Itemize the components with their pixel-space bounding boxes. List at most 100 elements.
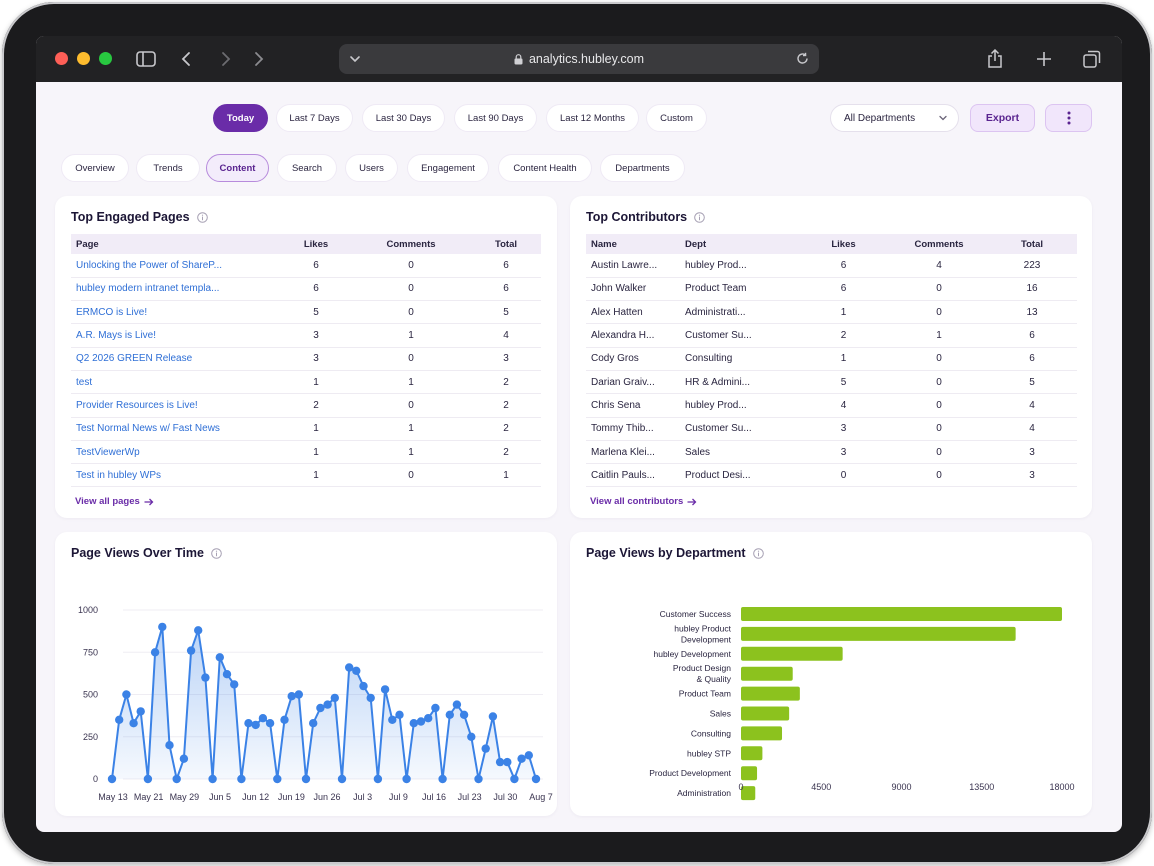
category-label: Sales <box>710 709 731 719</box>
data-point <box>345 663 354 672</box>
table-cell: 0 <box>351 254 471 278</box>
data-point <box>122 690 131 699</box>
category-label: hubley STP <box>687 748 731 758</box>
info-icon[interactable] <box>211 547 222 559</box>
tab-engagement[interactable]: Engagement <box>407 154 489 182</box>
view-all-pages-link[interactable]: View all pages <box>75 496 154 507</box>
table-cell: 4 <box>987 393 1077 418</box>
table-cell: 3 <box>796 417 891 441</box>
x-tick-label: Jun 26 <box>313 792 340 802</box>
table-cell: 1 <box>351 440 471 465</box>
tab-trends[interactable]: Trends <box>136 154 200 182</box>
bar <box>741 746 763 761</box>
reload-icon[interactable] <box>796 52 809 65</box>
department-select[interactable]: All Departments <box>830 104 959 132</box>
page-link[interactable]: A.R. Mays is Live! <box>71 323 281 348</box>
table-row[interactable]: Cody Gros Consulting 1 0 6 <box>586 347 1077 371</box>
page-link[interactable]: Q2 2026 GREEN Release <box>71 347 281 371</box>
tab-search[interactable]: Search <box>277 154 337 182</box>
table-cell: 0 <box>351 300 471 325</box>
page-link[interactable]: TestViewerWp <box>71 440 281 465</box>
minimize-window-button[interactable] <box>77 52 90 65</box>
more-options-button[interactable] <box>1045 104 1092 132</box>
page-link[interactable]: hubley modern intranet templa... <box>71 277 281 302</box>
table-row[interactable]: Alexandra H... Customer Su... 2 1 6 <box>586 323 1077 348</box>
forward-icon[interactable] <box>218 48 234 70</box>
table-row[interactable]: Q2 2026 GREEN Release 3 0 3 <box>71 347 541 371</box>
date-range-pill[interactable]: Last 12 Months <box>546 104 639 132</box>
x-tick-label: Jul 30 <box>493 792 517 802</box>
table-row[interactable]: hubley modern intranet templa... 6 0 6 <box>71 277 541 302</box>
tab-overview-icon[interactable] <box>1082 48 1102 70</box>
table-row[interactable]: ERMCO is Live! 5 0 5 <box>71 300 541 325</box>
date-range-pill[interactable]: Last 90 Days <box>454 104 537 132</box>
page-link[interactable]: test <box>71 370 281 395</box>
column-header[interactable]: Total <box>987 234 1077 254</box>
column-header[interactable]: Page <box>71 234 281 254</box>
date-range-pill[interactable]: Custom <box>646 104 707 132</box>
bar <box>741 766 758 781</box>
export-button[interactable]: Export <box>970 104 1035 132</box>
table-row[interactable]: Test in hubley WPs 1 0 1 <box>71 463 541 488</box>
date-range-pill[interactable]: Last 30 Days <box>362 104 445 132</box>
data-point <box>222 670 232 679</box>
table-cell: Customer Su... <box>680 323 796 348</box>
table-cell: 1 <box>281 417 351 441</box>
view-all-contributors-link[interactable]: View all contributors <box>590 496 697 507</box>
table-row[interactable]: Austin Lawre... hubley Prod... 6 4 223 <box>586 254 1077 278</box>
bar <box>741 686 800 701</box>
column-header[interactable]: Name <box>586 234 680 254</box>
forward-alt-icon[interactable] <box>251 48 267 70</box>
table-row[interactable]: A.R. Mays is Live! 3 1 4 <box>71 323 541 348</box>
back-icon[interactable] <box>178 48 194 70</box>
tab-overview[interactable]: Overview <box>61 154 129 182</box>
info-icon[interactable] <box>694 211 705 223</box>
table-row[interactable]: Unlocking the Power of ShareP... 6 0 6 <box>71 254 541 278</box>
table-row[interactable]: Provider Resources is Live! 2 0 2 <box>71 393 541 418</box>
table-row[interactable]: Alex Hatten Administrati... 1 0 13 <box>586 300 1077 325</box>
table-cell: Austin Lawre... <box>586 254 680 278</box>
info-icon[interactable] <box>196 211 208 223</box>
table-cell: 1 <box>351 417 471 441</box>
page-link[interactable]: Provider Resources is Live! <box>71 393 281 418</box>
table-row[interactable]: Test Normal News w/ Fast News 1 1 2 <box>71 417 541 441</box>
share-icon[interactable] <box>986 48 1004 70</box>
column-header[interactable]: Comments <box>351 234 471 254</box>
page-link[interactable]: Test Normal News w/ Fast News <box>71 417 281 441</box>
new-tab-icon[interactable] <box>1035 48 1053 70</box>
tab-departments[interactable]: Departments <box>600 154 685 182</box>
tab-content-health[interactable]: Content Health <box>498 154 592 182</box>
table-row[interactable]: TestViewerWp 1 1 2 <box>71 440 541 465</box>
data-point <box>474 774 483 784</box>
table-row[interactable]: Darian Graiv... HR & Admini... 5 0 5 <box>586 370 1077 395</box>
column-header[interactable]: Likes <box>796 234 891 254</box>
top-engaged-pages-title: Top Engaged Pages <box>71 210 190 224</box>
info-icon[interactable] <box>752 547 764 559</box>
table-row[interactable]: John Walker Product Team 6 0 16 <box>586 277 1077 302</box>
table-row[interactable]: Marlena Klei... Sales 3 0 3 <box>586 440 1077 465</box>
card-title: Page Views by Department <box>586 546 764 560</box>
date-range-pill[interactable]: Today <box>213 104 268 132</box>
category-label: Administration <box>677 788 731 798</box>
close-window-button[interactable] <box>55 52 68 65</box>
top-contributors-title: Top Contributors <box>586 210 688 224</box>
tab-users[interactable]: Users <box>345 154 398 182</box>
table-row[interactable]: test 1 1 2 <box>71 370 541 395</box>
page-link[interactable]: Unlocking the Power of ShareP... <box>71 254 281 278</box>
page-link[interactable]: ERMCO is Live! <box>71 300 281 325</box>
page-link[interactable]: Test in hubley WPs <box>71 463 281 488</box>
column-header[interactable]: Comments <box>891 234 987 254</box>
table-row[interactable]: Chris Sena hubley Prod... 4 0 4 <box>586 393 1077 418</box>
table-row[interactable]: Caitlin Pauls... Product Desi... 0 0 3 <box>586 463 1077 488</box>
chevron-down-icon[interactable] <box>349 53 361 65</box>
address-bar[interactable]: analytics.hubley.com <box>339 44 819 74</box>
table-cell: 0 <box>891 277 987 302</box>
date-range-pill[interactable]: Last 7 Days <box>276 104 353 132</box>
maximize-window-button[interactable] <box>99 52 112 65</box>
sidebar-toggle-icon[interactable] <box>135 48 157 70</box>
tab-content[interactable]: Content <box>206 154 269 182</box>
table-row[interactable]: Tommy Thib... Customer Su... 3 0 4 <box>586 417 1077 441</box>
column-header[interactable]: Total <box>471 234 541 254</box>
column-header[interactable]: Dept <box>680 234 796 254</box>
column-header[interactable]: Likes <box>281 234 351 254</box>
